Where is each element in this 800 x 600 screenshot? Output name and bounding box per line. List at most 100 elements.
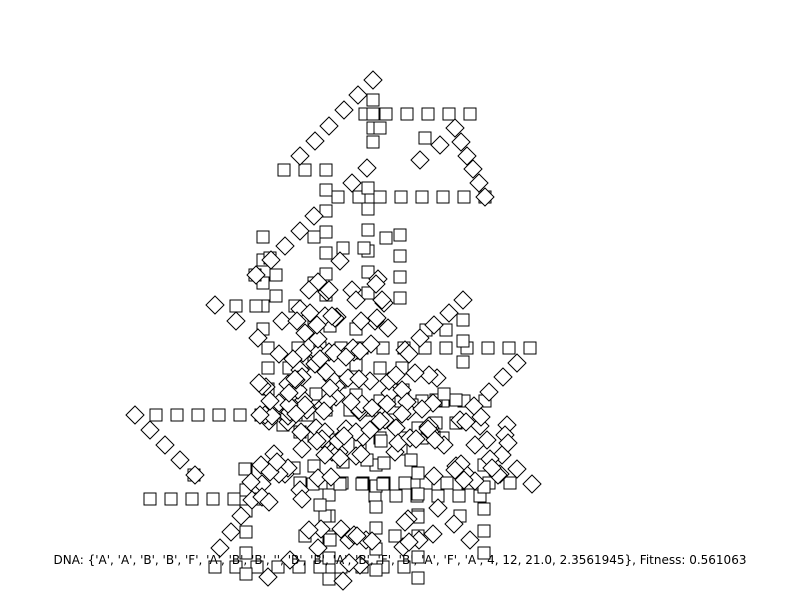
diamond-shape — [410, 328, 430, 348]
square-shape — [439, 341, 453, 355]
square-shape — [393, 291, 407, 305]
diamond-shape — [360, 420, 380, 440]
square-shape — [376, 477, 390, 491]
diamond-shape — [406, 429, 426, 449]
square-shape — [393, 270, 407, 284]
square-shape — [388, 529, 402, 543]
diamond-shape — [300, 303, 320, 323]
diamond-shape — [378, 318, 398, 338]
diamond-shape — [331, 519, 351, 539]
square-shape — [397, 560, 411, 574]
diamond-shape — [259, 492, 279, 512]
diamond-shape — [377, 394, 397, 414]
diamond-shape — [362, 531, 382, 551]
diamond-shape — [316, 362, 336, 382]
diamond-shape — [272, 311, 292, 331]
square-shape — [361, 202, 375, 216]
square-shape — [398, 476, 412, 490]
square-shape — [271, 560, 285, 574]
diamond-shape — [336, 347, 356, 367]
diamond-shape — [339, 553, 359, 573]
diamond-shape — [305, 131, 325, 151]
diamond-shape — [304, 206, 324, 226]
square-shape — [361, 265, 375, 279]
diamond-shape — [351, 444, 371, 464]
diamond-shape — [498, 433, 518, 453]
square-shape — [361, 286, 375, 300]
square-shape — [477, 546, 491, 560]
diamond-shape — [231, 506, 251, 526]
diamond-shape — [439, 303, 459, 323]
diamond-shape — [392, 404, 412, 424]
dna-fitness-caption: DNA: {'A', 'A', 'B', 'B', 'F', 'A', 'B',… — [53, 553, 747, 567]
square-shape — [400, 107, 414, 121]
diamond-shape — [248, 328, 268, 348]
diamond-shape — [292, 439, 312, 459]
square-shape — [212, 408, 226, 422]
square-shape — [411, 466, 425, 480]
diamond-shape — [290, 221, 310, 241]
square-shape — [250, 560, 264, 574]
diamond-shape — [314, 401, 334, 421]
diamond-shape — [463, 159, 483, 179]
square-shape — [437, 387, 451, 401]
diamond-shape — [295, 323, 315, 343]
diamond-shape — [280, 550, 300, 570]
diamond-shape — [445, 460, 465, 480]
diamond-shape — [350, 341, 370, 361]
diamond-shape — [349, 369, 369, 389]
square-shape — [333, 477, 347, 491]
diamond-shape — [205, 295, 225, 315]
diamond-shape — [287, 311, 307, 331]
square-shape — [361, 223, 375, 237]
diamond-shape — [333, 571, 353, 591]
square-shape — [319, 204, 333, 218]
square-shape — [238, 462, 252, 476]
diamond-shape — [260, 391, 280, 411]
diamond-shape — [258, 567, 278, 587]
square-shape — [261, 341, 275, 355]
square-shape — [292, 560, 306, 574]
square-shape — [313, 498, 327, 512]
diamond-shape — [451, 132, 471, 152]
diamond-shape — [386, 365, 406, 385]
square-shape — [421, 107, 435, 121]
square-shape — [418, 131, 432, 145]
diamond-shape — [445, 118, 465, 138]
diamond-shape — [155, 435, 175, 455]
diamond-shape — [299, 280, 319, 300]
square-shape — [394, 190, 408, 204]
diamond-shape — [241, 472, 261, 492]
diamond-shape — [308, 538, 328, 558]
square-shape — [452, 489, 466, 503]
square-shape — [477, 502, 491, 516]
square-shape — [229, 299, 243, 313]
diamond-shape — [283, 349, 303, 369]
diamond-shape — [221, 522, 241, 542]
diamond-shape — [460, 530, 480, 550]
diamond-shape — [399, 532, 419, 552]
square-shape — [319, 225, 333, 239]
square-shape — [208, 560, 222, 574]
diamond-shape — [454, 470, 474, 490]
square-shape — [379, 231, 393, 245]
square-shape — [261, 361, 275, 375]
diamond-shape — [311, 519, 331, 539]
diamond-shape — [226, 311, 246, 331]
diamond-shape — [279, 383, 299, 403]
square-shape — [336, 241, 350, 255]
square-shape — [366, 107, 380, 121]
square-shape — [369, 500, 383, 514]
square-shape — [411, 487, 425, 501]
diamond-shape — [269, 344, 289, 364]
diamond-shape — [307, 315, 327, 335]
square-shape — [319, 163, 333, 177]
diamond-shape — [321, 467, 341, 487]
square-shape — [456, 313, 470, 327]
diamond-shape — [275, 236, 295, 256]
diamond-shape — [366, 274, 386, 294]
square-shape — [393, 228, 407, 242]
diamond-shape — [307, 431, 327, 451]
square-shape — [503, 476, 517, 490]
